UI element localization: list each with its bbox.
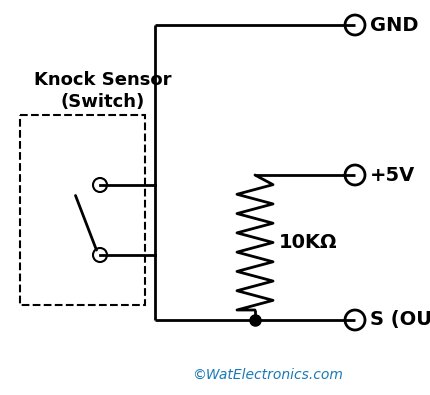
Text: 10KΩ: 10KΩ xyxy=(278,233,337,252)
Text: (Switch): (Switch) xyxy=(60,93,144,111)
Text: GND: GND xyxy=(369,15,418,34)
Bar xyxy=(20,115,144,305)
Text: Knock Sensor: Knock Sensor xyxy=(34,71,171,89)
Text: +5V: +5V xyxy=(369,166,414,184)
Text: ©WatElectronics.com: ©WatElectronics.com xyxy=(191,368,342,382)
Text: S (OUT): S (OUT) xyxy=(369,310,430,329)
